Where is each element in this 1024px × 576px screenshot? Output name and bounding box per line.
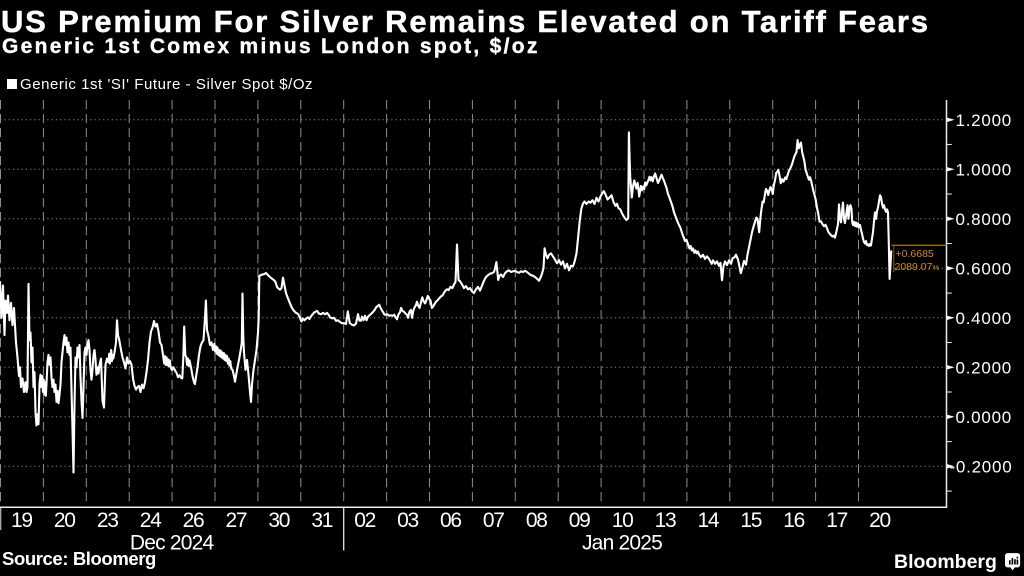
svg-text:0.6000: 0.6000 xyxy=(956,259,1013,278)
svg-text:2089.07%: 2089.07% xyxy=(895,261,940,273)
svg-text:02: 02 xyxy=(354,509,375,532)
svg-text:Jan 2025: Jan 2025 xyxy=(582,532,662,555)
svg-text:16: 16 xyxy=(783,509,804,532)
svg-text:1.2000: 1.2000 xyxy=(956,111,1013,130)
svg-text:15: 15 xyxy=(740,509,761,532)
svg-text:+0.6685: +0.6685 xyxy=(896,248,934,260)
svg-text:27: 27 xyxy=(226,509,247,532)
svg-text:31: 31 xyxy=(311,509,332,532)
svg-text:08: 08 xyxy=(526,509,547,532)
svg-text:-0.2000: -0.2000 xyxy=(950,457,1013,476)
svg-text:19: 19 xyxy=(11,509,32,532)
svg-text:0.4000: 0.4000 xyxy=(956,309,1013,328)
svg-text:0.0000: 0.0000 xyxy=(956,408,1013,427)
svg-text:30: 30 xyxy=(268,509,289,532)
svg-text:17: 17 xyxy=(826,509,847,532)
svg-text:1.0000: 1.0000 xyxy=(956,160,1013,179)
svg-text:20: 20 xyxy=(869,509,890,532)
svg-text:06: 06 xyxy=(440,509,461,532)
svg-text:0.2000: 0.2000 xyxy=(956,358,1013,377)
svg-text:Dec 2024: Dec 2024 xyxy=(130,532,215,555)
svg-text:20: 20 xyxy=(54,509,75,532)
svg-text:10: 10 xyxy=(612,509,633,532)
svg-text:24: 24 xyxy=(140,509,162,532)
svg-text:13: 13 xyxy=(655,509,676,532)
svg-text:23: 23 xyxy=(97,509,118,532)
svg-text:03: 03 xyxy=(397,509,418,532)
svg-text:07: 07 xyxy=(483,509,504,532)
svg-text:26: 26 xyxy=(183,509,204,532)
svg-text:09: 09 xyxy=(569,509,590,532)
svg-text:14: 14 xyxy=(698,509,720,532)
svg-text:0.8000: 0.8000 xyxy=(956,210,1013,229)
